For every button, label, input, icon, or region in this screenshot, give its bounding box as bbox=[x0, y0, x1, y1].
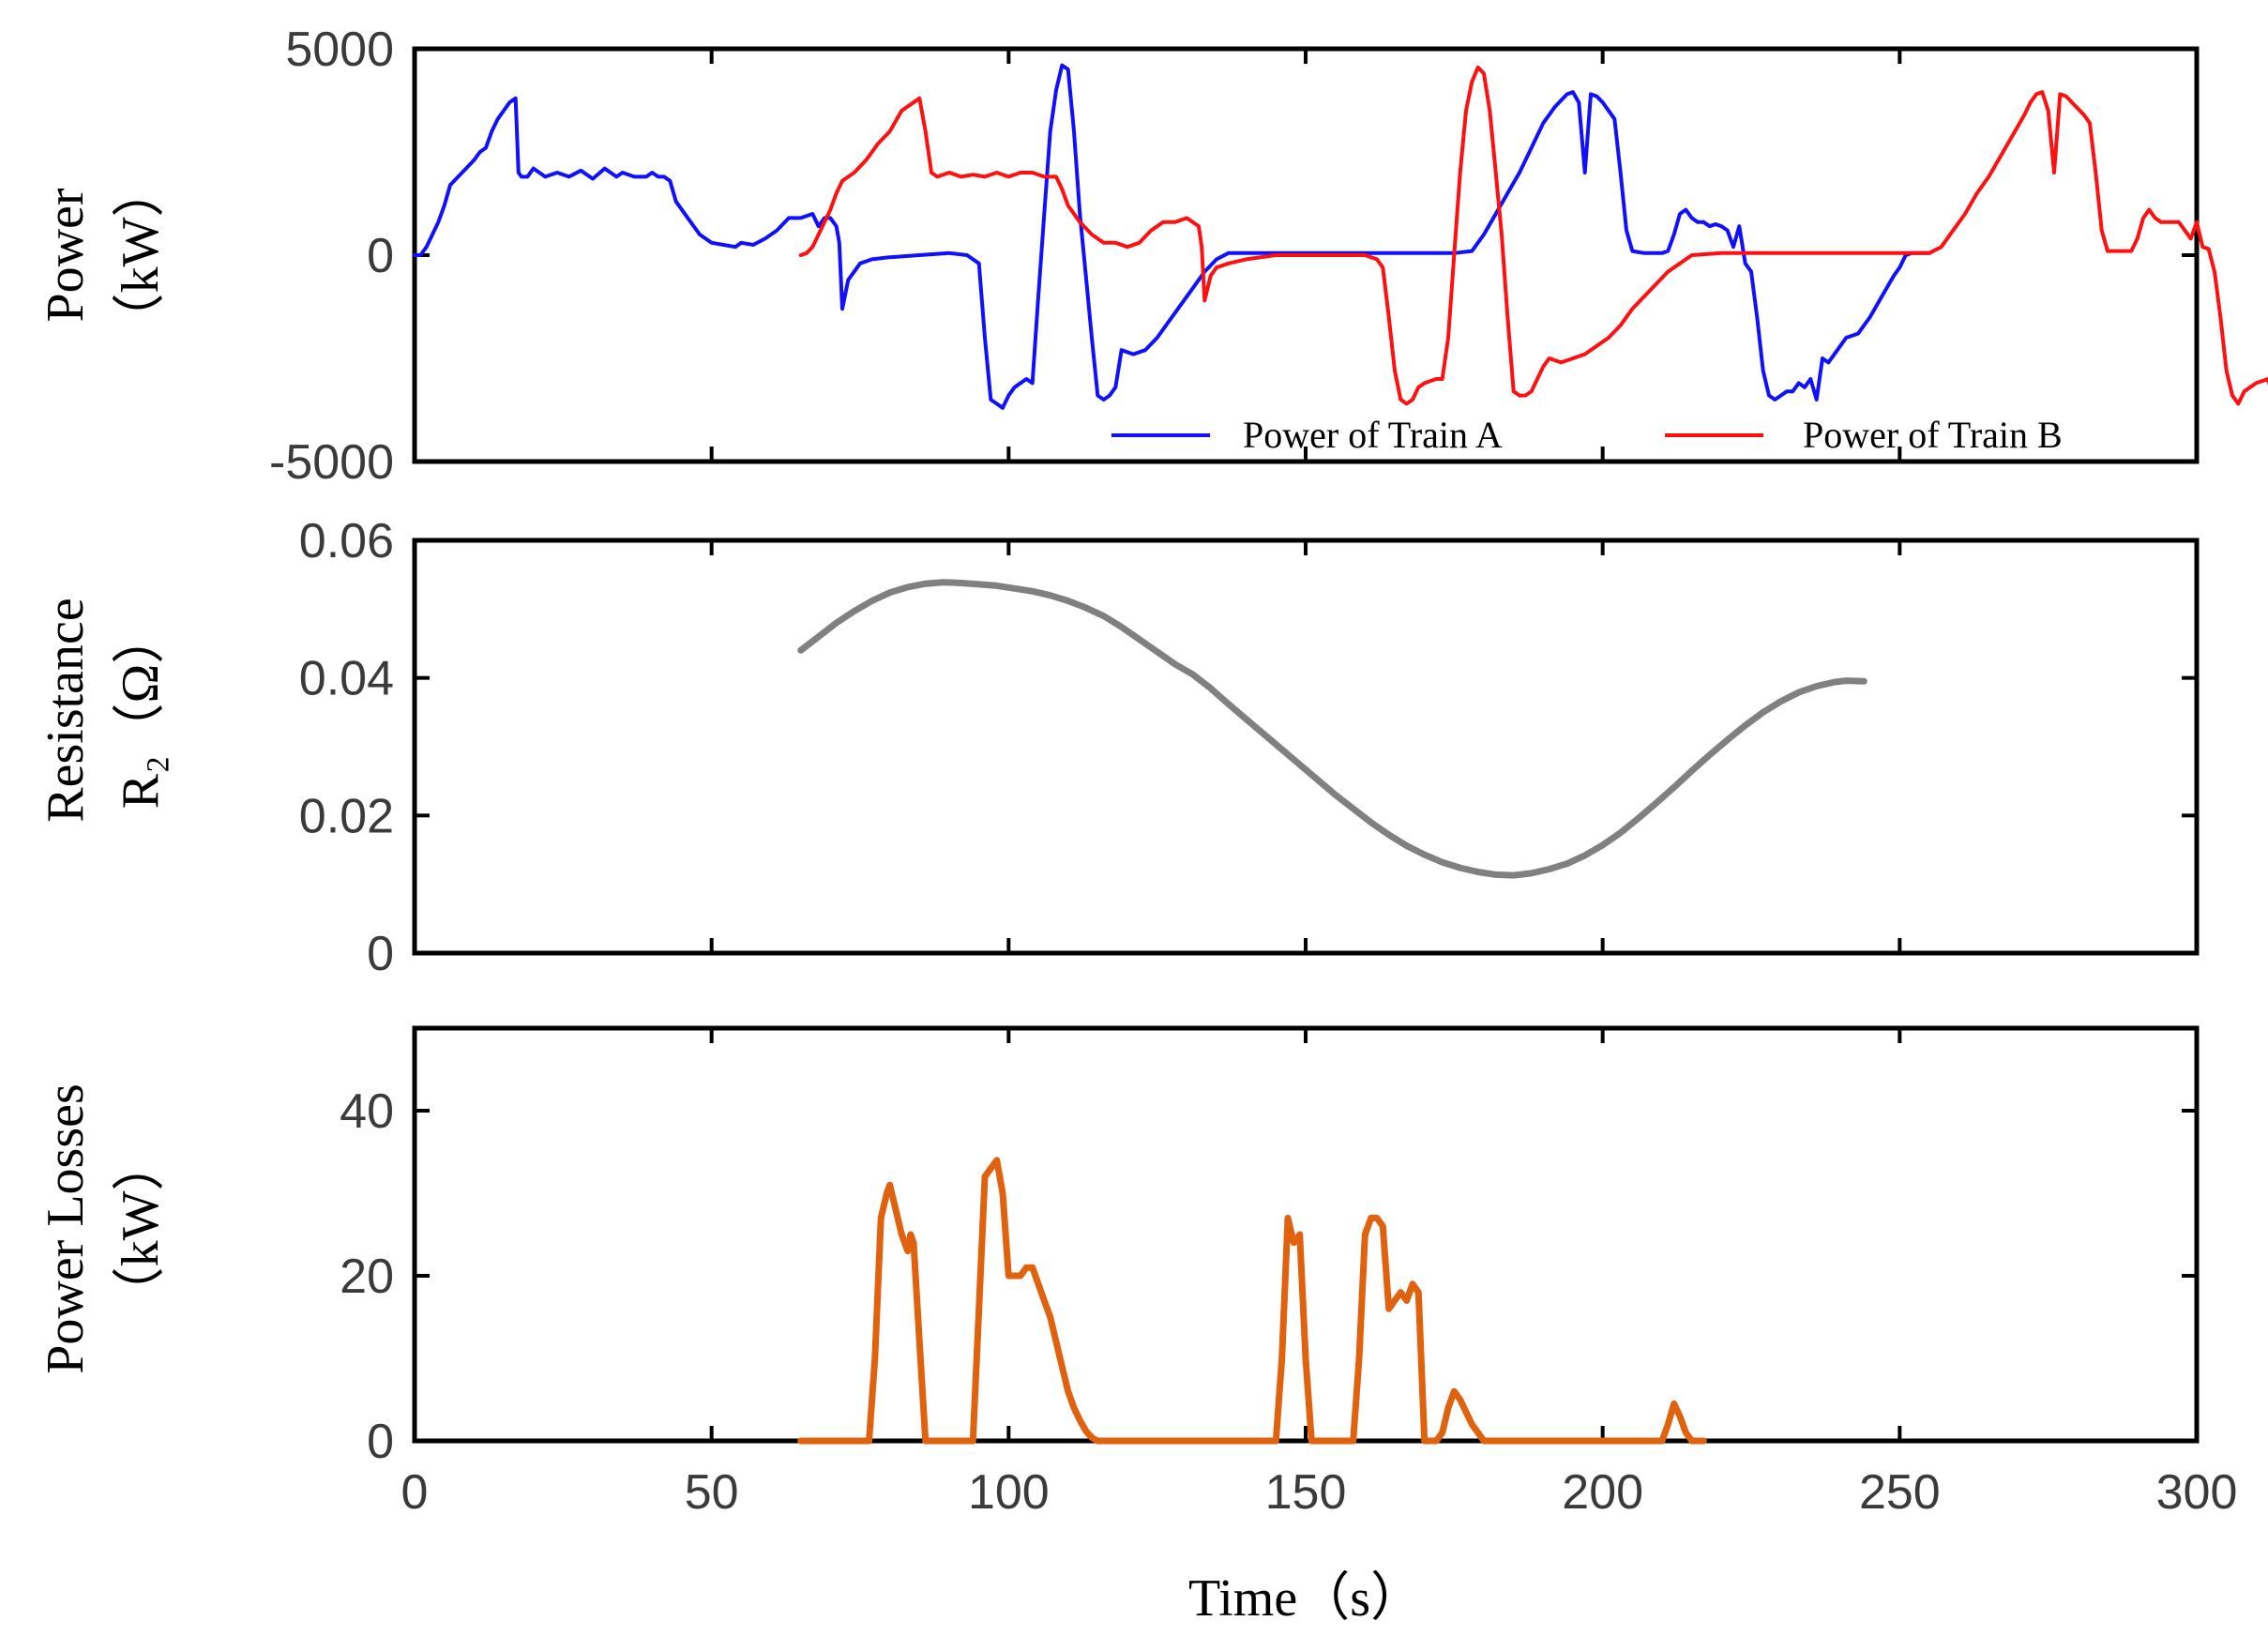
legend-label-train-a: Power of Train A bbox=[1243, 414, 1503, 456]
panel-resistance-ylabel-line2: R₂（Ω） bbox=[112, 612, 170, 810]
legend: Power of Train A Power of Train B bbox=[1111, 414, 2063, 456]
ytick-label-0: 0 bbox=[367, 927, 394, 981]
panel-power-series bbox=[413, 63, 2268, 410]
panel-resistance: 0.06 0.04 0.02 0 Resistance R₂（Ω） bbox=[37, 514, 2200, 981]
xtick-label-100: 100 bbox=[968, 1465, 1050, 1520]
ytick-label-0-04: 0.04 bbox=[299, 652, 394, 706]
ytick-label-0: 0 bbox=[367, 229, 394, 283]
panel-power-yticks: 5000 0 -5000 bbox=[269, 23, 2197, 490]
legend-label-train-b: Power of Train B bbox=[1803, 414, 2063, 456]
panel-power-ylabel-line2: （kW） bbox=[112, 165, 170, 346]
panel-losses-yticks: 40 20 0 bbox=[340, 1084, 2197, 1469]
series-line-power-losses bbox=[797, 1157, 1707, 1445]
series-line-r2 bbox=[797, 579, 1867, 879]
panel-resistance-ylabel-line1: Resistance bbox=[37, 598, 95, 822]
xtick-label-50: 50 bbox=[685, 1465, 739, 1520]
panel-resistance-series bbox=[797, 579, 1867, 879]
xtick-label-0: 0 bbox=[401, 1465, 429, 1520]
x-axis-title: Time（s） bbox=[1188, 1569, 1423, 1628]
xtick-label-200: 200 bbox=[1562, 1465, 1643, 1520]
panel-power: 5000 0 -5000 Power of Train A Power of Tra… bbox=[37, 23, 2268, 490]
series-line-power-of-train-a bbox=[413, 63, 1931, 410]
series-line-power-of-train-b bbox=[798, 65, 2268, 406]
panel-losses-xticks: 0 50 100 150 200 250 300 bbox=[401, 1028, 2238, 1520]
panel-losses-series bbox=[797, 1157, 1707, 1445]
xtick-label-150: 150 bbox=[1265, 1465, 1347, 1520]
ytick-label-5000: 5000 bbox=[285, 23, 394, 77]
ytick-label-0-06: 0.06 bbox=[299, 514, 394, 568]
xtick-label-250: 250 bbox=[1859, 1465, 1941, 1520]
panel-losses-ylabel-line1: Power Losses bbox=[37, 1083, 95, 1374]
xtick-label-300: 300 bbox=[2156, 1465, 2238, 1520]
panel-resistance-yticks: 0.06 0.04 0.02 0 bbox=[299, 514, 2197, 981]
panel-resistance-frame bbox=[412, 538, 2200, 956]
ytick-label--5000: -5000 bbox=[269, 435, 394, 490]
ytick-label-0: 0 bbox=[367, 1415, 394, 1469]
ytick-label-20: 20 bbox=[340, 1250, 394, 1304]
panel-power-ylabel-line1: Power bbox=[37, 188, 95, 322]
panel-losses-ylabel-line2: （kW） bbox=[112, 1139, 170, 1320]
ytick-label-40: 40 bbox=[340, 1084, 394, 1139]
ytick-label-0-02: 0.02 bbox=[299, 789, 394, 843]
